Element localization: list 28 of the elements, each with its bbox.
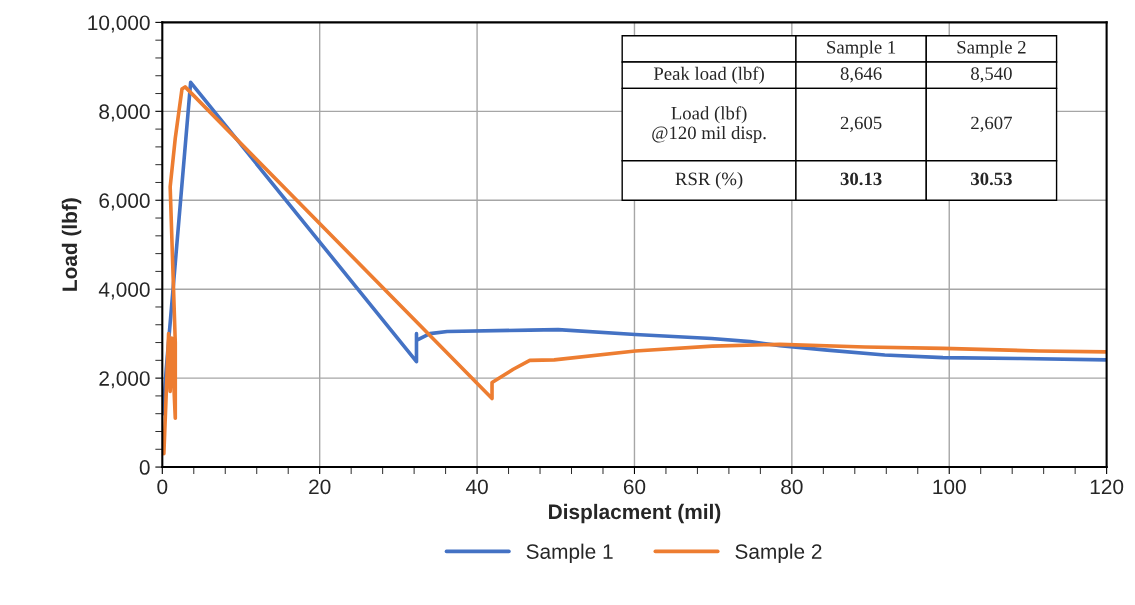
x-tick-label: 20 [309, 479, 331, 495]
x-tick-label: 80 [781, 479, 803, 495]
annotation: Sample 1 [827, 40, 896, 58]
x-axis-title: Displacment (mil) [549, 503, 721, 524]
legend-label: Sample 2 [735, 543, 822, 564]
y-tick-label: 8,000 [99, 104, 150, 122]
annotation: 2,607 [971, 116, 1012, 132]
annotation: Load (lbf) @120 mil disp. [652, 106, 766, 143]
y-tick-label: 6,000 [99, 193, 150, 211]
annotation: 2,605 [840, 116, 882, 132]
x-tick-label: 40 [465, 479, 488, 495]
legend-label: Sample 1 [526, 543, 613, 564]
annotation: 8,540 [971, 67, 1012, 83]
annotation: 8,646 [840, 67, 882, 83]
x-tick-label: 60 [623, 479, 646, 495]
annotation: 30.53 [971, 172, 1012, 186]
y-tick-label: 10,000 [88, 15, 150, 33]
annotation: Sample 2 [957, 40, 1026, 58]
y-tick-label: 0 [139, 460, 150, 475]
annotation: Peak load (lbf) [653, 66, 764, 84]
annotation: RSR (%) [675, 172, 743, 190]
x-tick-label: 100 [933, 479, 966, 495]
y-tick-label: 4,000 [98, 282, 150, 300]
y-tick-label: 2,000 [99, 371, 150, 389]
x-tick-label: 0 [157, 479, 168, 495]
annotation: 30.13 [840, 172, 882, 186]
y-axis-title: Load (lbf) [61, 198, 82, 291]
x-tick-label: 120 [1090, 479, 1124, 495]
